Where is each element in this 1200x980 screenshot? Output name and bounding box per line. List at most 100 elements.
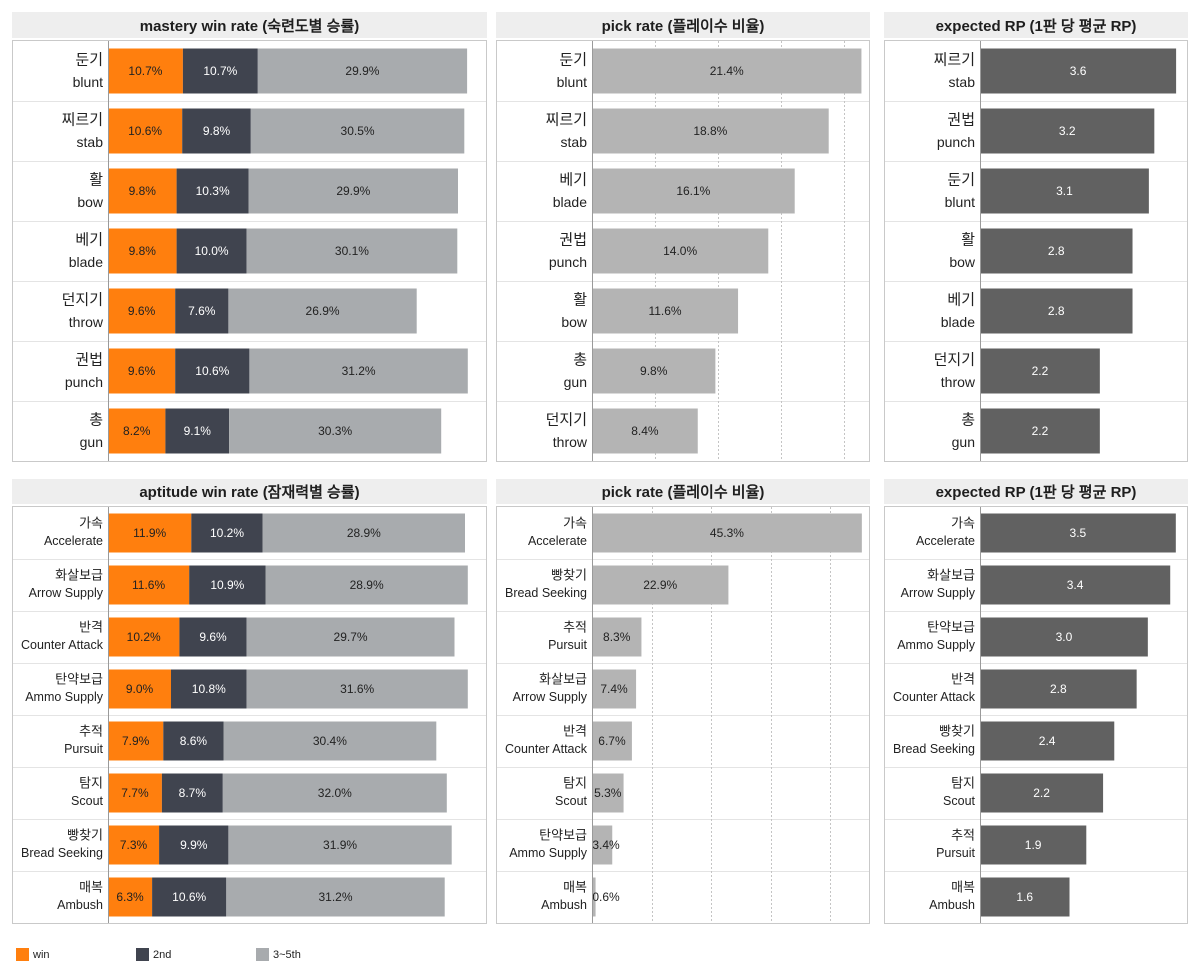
category-label-en: throw (553, 434, 588, 450)
bar-segment-win (108, 617, 180, 657)
bar-value-label: 28.9% (350, 578, 384, 592)
bar-segment-3-5th (228, 288, 417, 334)
bar-value-label: 8.3% (603, 630, 631, 644)
category-label-en: Ambush (57, 898, 103, 912)
bar-value-label: 10.2% (210, 526, 244, 540)
category-label-en: Ambush (929, 898, 975, 912)
bar (592, 669, 637, 709)
bar (592, 408, 698, 454)
chart-title: aptitude win rate (잠재력별 승률) (12, 479, 487, 504)
bar-value-label: 21.4% (710, 64, 744, 78)
category-label-ko: 찌르기 (934, 52, 975, 69)
bar-value-label: 7.6% (188, 304, 216, 318)
bar-value-label: 0.6% (592, 890, 620, 904)
category-label-ko: 탄약보급 (55, 672, 103, 687)
bar-value-label: 31.9% (323, 838, 357, 852)
bar-segment-3-5th (246, 669, 468, 709)
bar-value-label: 1.9 (1025, 838, 1042, 852)
chart-aptitude-win-rate: 가속 Accelerate 11.9% 10.2% 28.9% 화살보급 Arrow Sup… (12, 506, 487, 924)
bar-segment-2nd (176, 168, 249, 214)
legend-swatch-win (16, 948, 29, 961)
plot-frame (884, 40, 1188, 462)
legend-swatch-2nd (136, 948, 149, 961)
panel-aptitude-pick-rate: pick rate (플레이수 비율) 가속 Accelerate 45.3% 빵찾기… (496, 479, 870, 924)
category-label-en: Bread Seeking (21, 846, 103, 860)
category-label-ko: 베기 (947, 292, 975, 309)
bar-value-label: 11.6% (648, 304, 681, 318)
legend-swatch-3-5th (256, 948, 269, 961)
category-label-en: Counter Attack (505, 742, 588, 756)
category-label-en: Arrow Supply (901, 586, 976, 600)
category-label-en: Scout (943, 794, 975, 808)
bar-value-label: 7.3% (120, 838, 148, 852)
category-label-ko: 탄약보급 (927, 620, 975, 635)
bar (980, 513, 1176, 553)
bar (592, 513, 862, 553)
bar-segment-2nd (175, 348, 250, 394)
plot-frame (496, 506, 870, 924)
bar-value-label: 9.0% (126, 682, 154, 696)
category-label-ko: 탐지 (563, 776, 587, 791)
category-label-ko: 둔기 (559, 52, 587, 69)
category-label-en: blunt (73, 74, 103, 90)
bar-segment-win (108, 168, 177, 214)
bar (980, 669, 1137, 709)
bar-value-label: 3.5 (1070, 526, 1087, 540)
bar-segment-win (108, 408, 166, 454)
bar-value-label: 9.1% (184, 424, 212, 438)
bar-segment-3-5th (248, 168, 458, 214)
category-label-ko: 반격 (951, 672, 975, 687)
category-label-en: Ammo Supply (897, 638, 976, 652)
bar-value-label: 29.9% (345, 64, 379, 78)
bar-segment-3-5th (246, 228, 458, 274)
bar-segment-3-5th (262, 513, 465, 553)
panel-weapon-pick-rate: pick rate (플레이수 비율) 둔기 blunt 21.4% 찌르기 stab 1… (496, 12, 870, 462)
bar-value-label: 2.2 (1032, 424, 1049, 438)
category-label-ko: 매복 (951, 880, 975, 895)
bar-value-label: 2.2 (1033, 786, 1050, 800)
bar-segment-win (108, 513, 192, 553)
category-label-en: throw (69, 314, 104, 330)
category-label-en: Accelerate (44, 534, 103, 548)
chart-weapon-pick-rate: 둔기 blunt 21.4% 찌르기 stab 18.8% 베기 blade 16.1% 권법 pu… (496, 40, 870, 462)
category-label-ko: 추적 (563, 620, 587, 635)
category-label-en: Counter Attack (893, 690, 976, 704)
category-label-en: gun (952, 434, 975, 450)
bar-value-label: 7.4% (600, 682, 628, 696)
category-label-ko: 반격 (563, 724, 587, 739)
category-label-ko: 권법 (559, 232, 587, 249)
category-label-en: bow (77, 194, 104, 210)
bar-value-label: 11.6% (132, 578, 165, 592)
bar (980, 773, 1104, 813)
bar (980, 617, 1148, 657)
bar (592, 168, 795, 214)
bar-segment-3-5th (229, 408, 442, 454)
category-label-en: Bread Seeking (505, 586, 587, 600)
bar-segment-win (108, 721, 164, 761)
bar-segment-win (108, 348, 176, 394)
bar-segment-3-5th (223, 721, 437, 761)
plot-frame (884, 506, 1188, 924)
bar-segment-3-5th (265, 565, 468, 605)
bar (592, 877, 596, 917)
bar-value-label: 3.2 (1059, 124, 1076, 138)
category-label-ko: 찌르기 (546, 112, 587, 129)
bar-value-label: 30.4% (313, 734, 347, 748)
category-label-en: punch (65, 374, 103, 390)
legend: win 2nd 3~5th (16, 948, 376, 961)
category-label-en: Accelerate (528, 534, 587, 548)
bar (980, 877, 1070, 917)
bar-value-label: 2.8 (1050, 682, 1067, 696)
bar-value-label: 10.6% (128, 124, 162, 138)
bar-segment-win (108, 565, 190, 605)
bar-value-label: 16.1% (676, 184, 710, 198)
bar-value-label: 32.0% (318, 786, 352, 800)
category-label-ko: 권법 (75, 352, 103, 369)
bar-value-label: 9.8% (129, 184, 157, 198)
category-label-ko: 추적 (951, 828, 975, 843)
bar-segment-win (108, 773, 162, 813)
bar (592, 773, 624, 813)
bar-value-label: 22.9% (643, 578, 677, 592)
legend-item-win: win (16, 948, 136, 961)
category-label-en: blade (941, 314, 975, 330)
